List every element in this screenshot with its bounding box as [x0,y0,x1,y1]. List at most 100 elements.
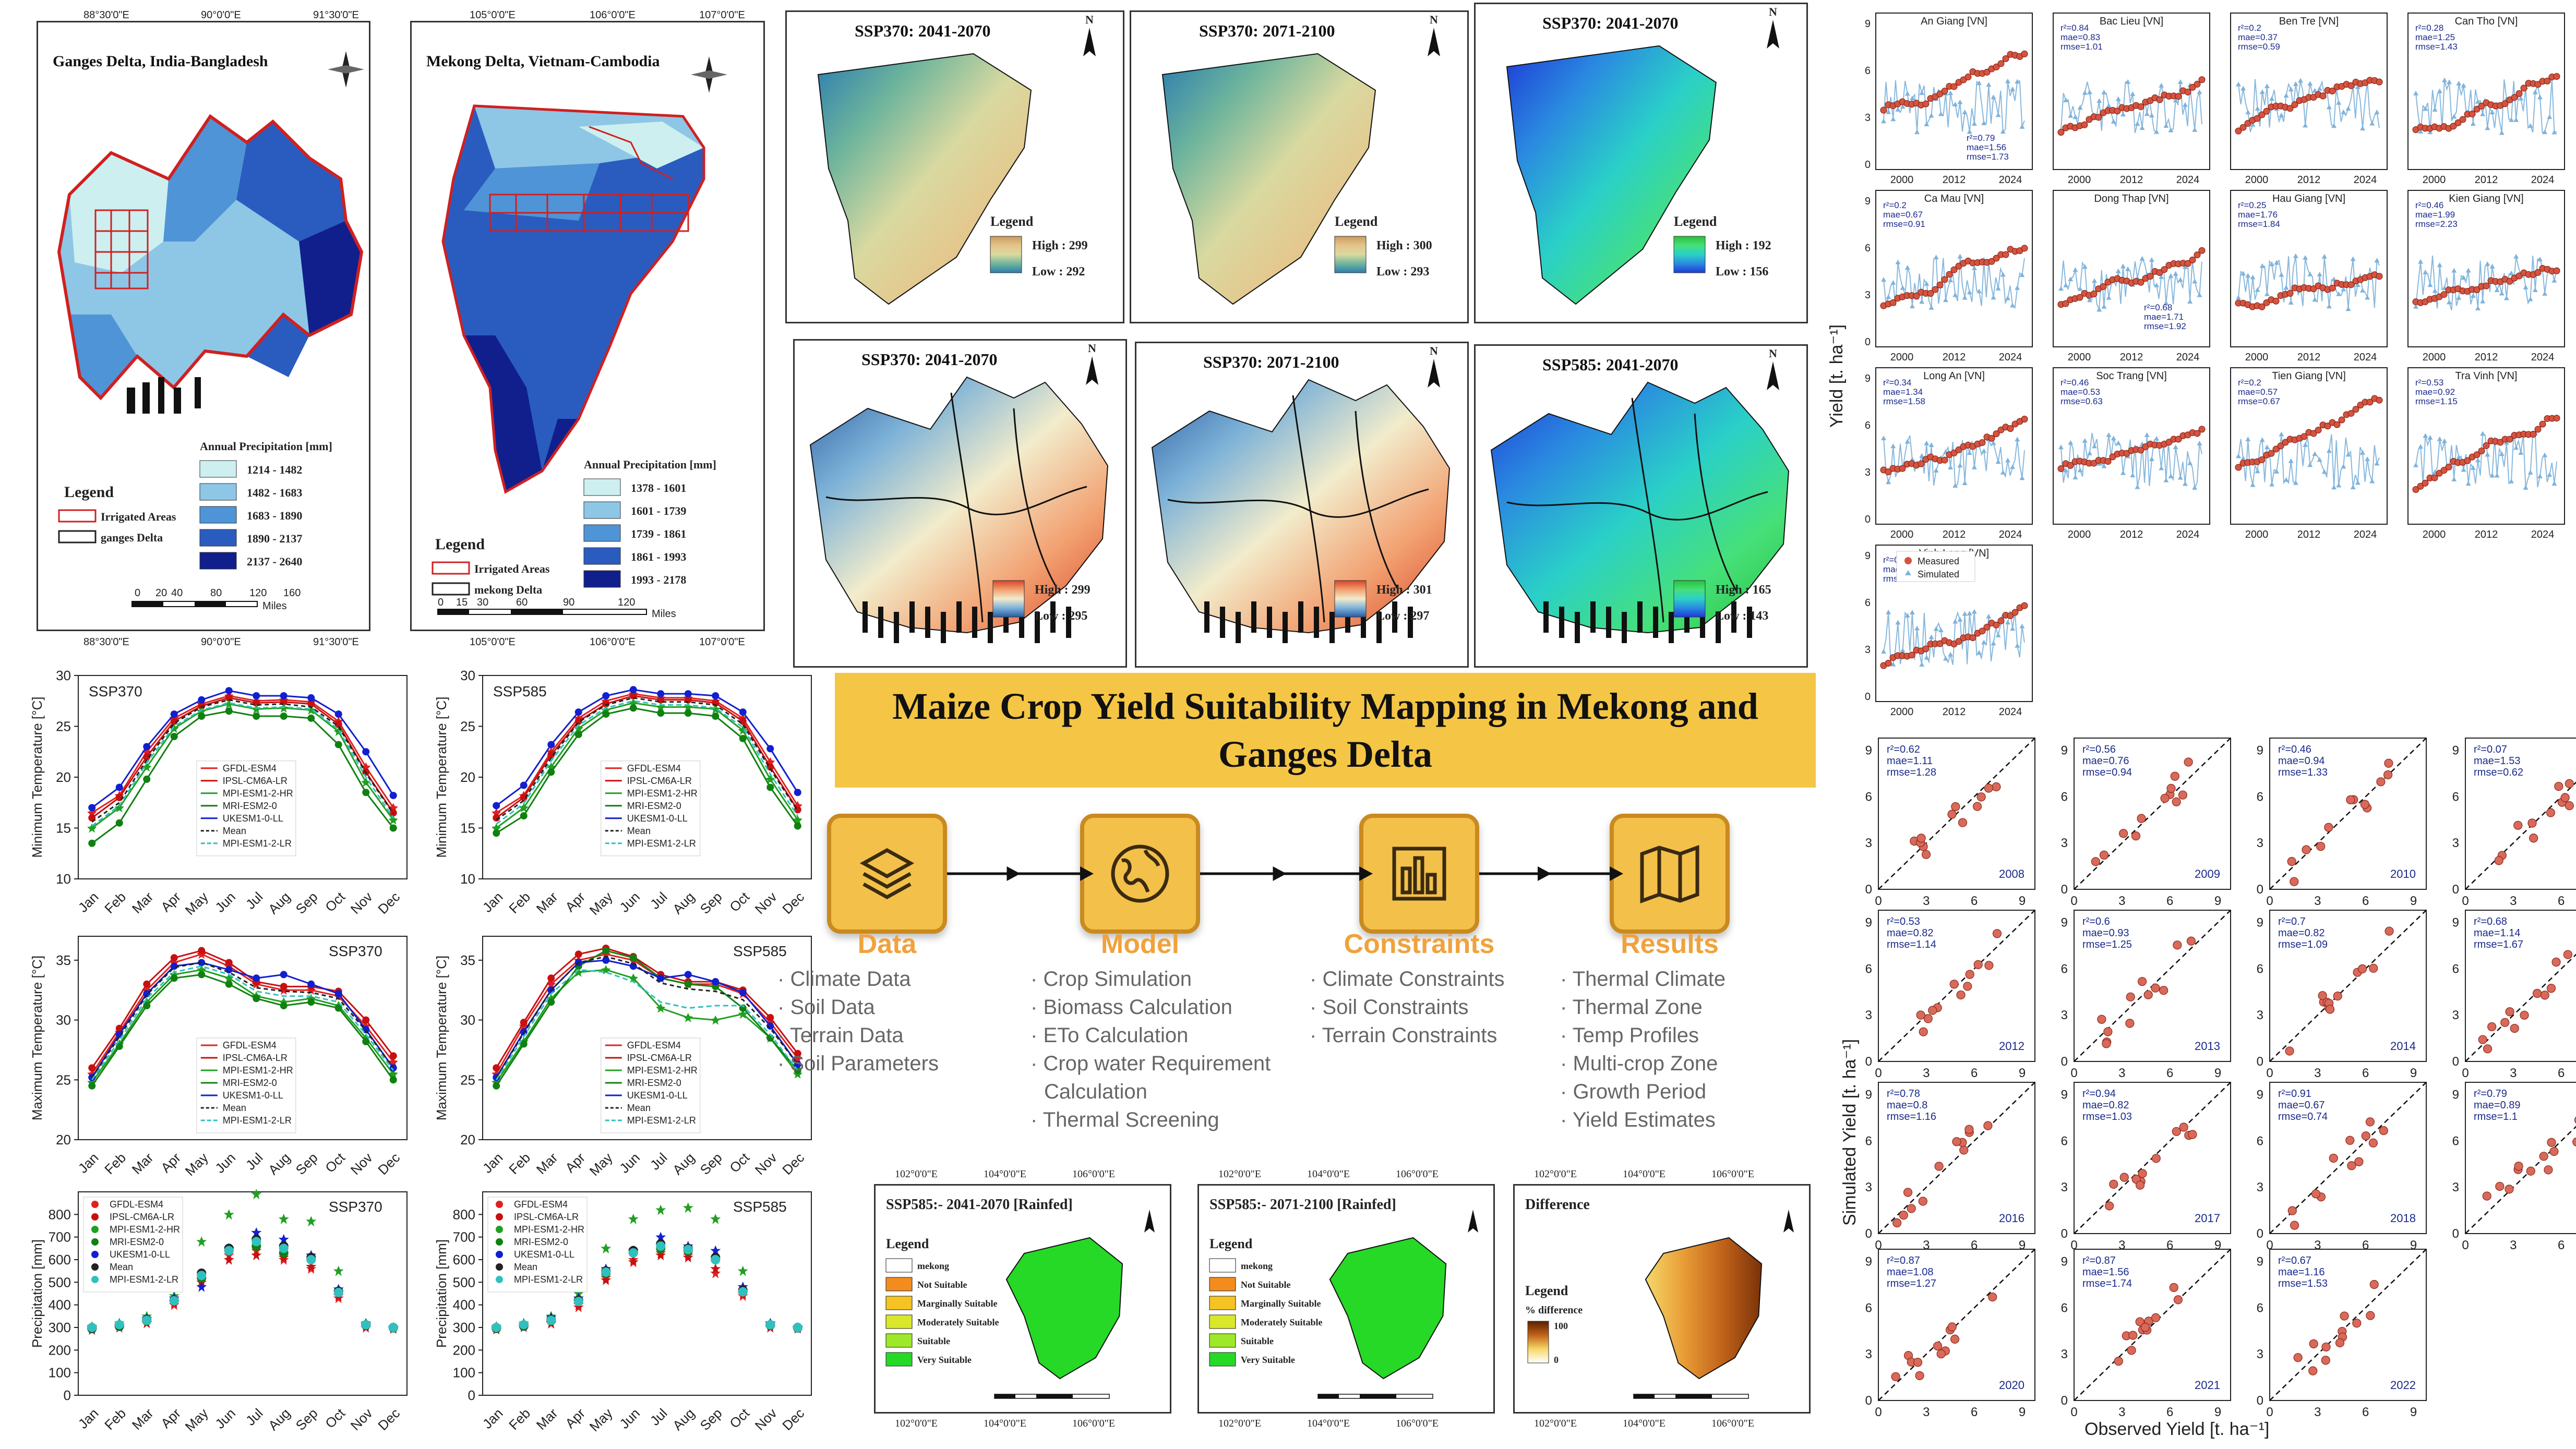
series-marker [629,704,637,712]
scatter-point [2547,1138,2556,1147]
simulated-marker [2019,124,2025,129]
plot-area [2407,190,2565,347]
series-marker [601,1243,612,1254]
metric-label: r²=0.68 [2144,303,2172,312]
scatter-point [2385,926,2394,936]
y-tick-label: 6 [1865,790,1872,804]
simulated-marker [2437,436,2442,441]
svg-text:N: N [1430,13,1438,26]
series-marker [280,713,287,720]
measured-marker [2007,612,2014,619]
simulated-marker [2149,113,2154,118]
simulated-marker [2326,104,2332,110]
series-line [91,697,394,819]
simulated-marker [1995,285,2001,291]
simulated-marker [1957,463,1963,468]
scatter-point [2316,842,2326,851]
simulated-marker [2139,125,2145,130]
svg-text:160: 160 [283,587,301,599]
x-tick-label: Aug [265,1150,293,1178]
suitability-swatch [1209,1314,1236,1329]
x-tick-label: 2000 [1890,352,1914,363]
simulated-marker [2106,295,2112,300]
suitability-map-title: Difference [1525,1197,1590,1213]
province-name: Ben Tre [VN] [2279,16,2339,27]
simulated-marker [2096,98,2102,103]
ganges-legend-delta: ganges Delta [101,531,163,544]
series-marker [493,1064,500,1072]
simulated-marker [2489,110,2495,115]
metric-label: rmse=1.92 [2144,321,2186,331]
yearly-scatter-panel: r²=0.53 mae=0.82 rmse=1.14 2012 0 0 3 3 6 6 9 9 [1865,910,2035,1080]
scatter-point [2290,1221,2299,1230]
measured-marker [2473,451,2481,458]
x-tick-label: Nov [752,1405,780,1433]
y-tick-label: 0 [2257,1227,2263,1241]
year-label: 2008 [1999,867,2024,880]
y-tick-label: 0 [2061,1394,2068,1408]
scatter-point [1916,1010,1925,1020]
simulated-marker [2480,298,2486,304]
simulated-marker [1948,651,1954,657]
simulated-marker [2168,127,2174,132]
series-marker [143,980,151,988]
scatter-point [2293,1353,2303,1362]
precip-class-swatch [583,501,621,519]
year-label: 2010 [2390,867,2416,880]
legend-label: UKESM1-0-LL [223,813,283,824]
workflow-stage-title: Constraints [1344,929,1495,959]
scatter-point [2361,1131,2370,1141]
one-to-one-line [1878,738,2035,890]
series-marker [143,990,151,998]
series-marker [628,1257,639,1267]
y-tick-label: 100 [453,1365,475,1381]
lon-label: 104°0'0"E [984,1418,1026,1429]
metric-label: r²=0.91 [2278,1088,2311,1100]
x-tick-label: Mar [129,889,157,916]
simulated-marker [1933,626,1939,631]
y-tick-label: 35 [56,952,71,968]
series-marker [547,974,555,982]
chart-legend: GFDL-ESM4IPSL-CM6A-LRMPI-ESM1-2-HRMRI-ES… [601,760,701,856]
metric-label: r²=0.53 [2415,378,2443,388]
x-tick-label: Apr [562,1405,588,1431]
metric-label: r²=0.68 [2474,916,2507,927]
measured-marker [1993,63,2000,70]
ganges-scale-bar [131,601,258,607]
simulated-marker [2173,444,2178,450]
simulated-marker [2149,456,2154,461]
legend-label: Mean [514,1262,537,1272]
mekong-map-svg: Legend Irrigated Areas mekong Delta Annu… [432,56,727,620]
measured-marker [2175,436,2182,443]
x-tick-label: Sep [293,1405,321,1433]
scatter-point [2529,834,2538,843]
region-shape [1645,1237,1763,1380]
measured-marker [1983,68,1991,76]
y-tick-label: 30 [460,1012,475,1028]
simulated-marker [2077,105,2083,110]
legend-label: IPSL-CM6A-LR [223,1053,287,1063]
province-panel: Hau Giang [VN] r²=0.25 mae=1.76 rmse=1.84 20… [2230,190,2388,363]
simulated-marker [2240,271,2246,276]
metric-label: mae=1.11 [1887,755,1933,767]
simulated-marker [1895,620,1901,625]
region-shape [817,53,1032,305]
simulated-marker [2082,90,2088,95]
simulated-marker [1904,439,1910,444]
simulated-marker [2279,272,2284,277]
metric-label: r²=0.46 [2278,744,2311,755]
scatter-point [2546,984,2556,993]
simulated-marker [2480,111,2486,116]
simulated-marker [2177,475,2183,480]
scatter-point [2135,1317,2144,1326]
legend-label: IPSL-CM6A-LR [514,1212,579,1222]
simulated-marker [2096,307,2102,312]
year-label: 2013 [2195,1040,2220,1053]
series-line [495,959,798,1078]
suitability-legend-label: mekong [1241,1261,1273,1271]
series-marker [251,704,261,714]
simulated-marker [2513,117,2519,122]
metric-label: rmse=0.74 [2278,1111,2328,1122]
scatter-point [1919,1027,1928,1036]
scatter-point [2172,797,2181,806]
